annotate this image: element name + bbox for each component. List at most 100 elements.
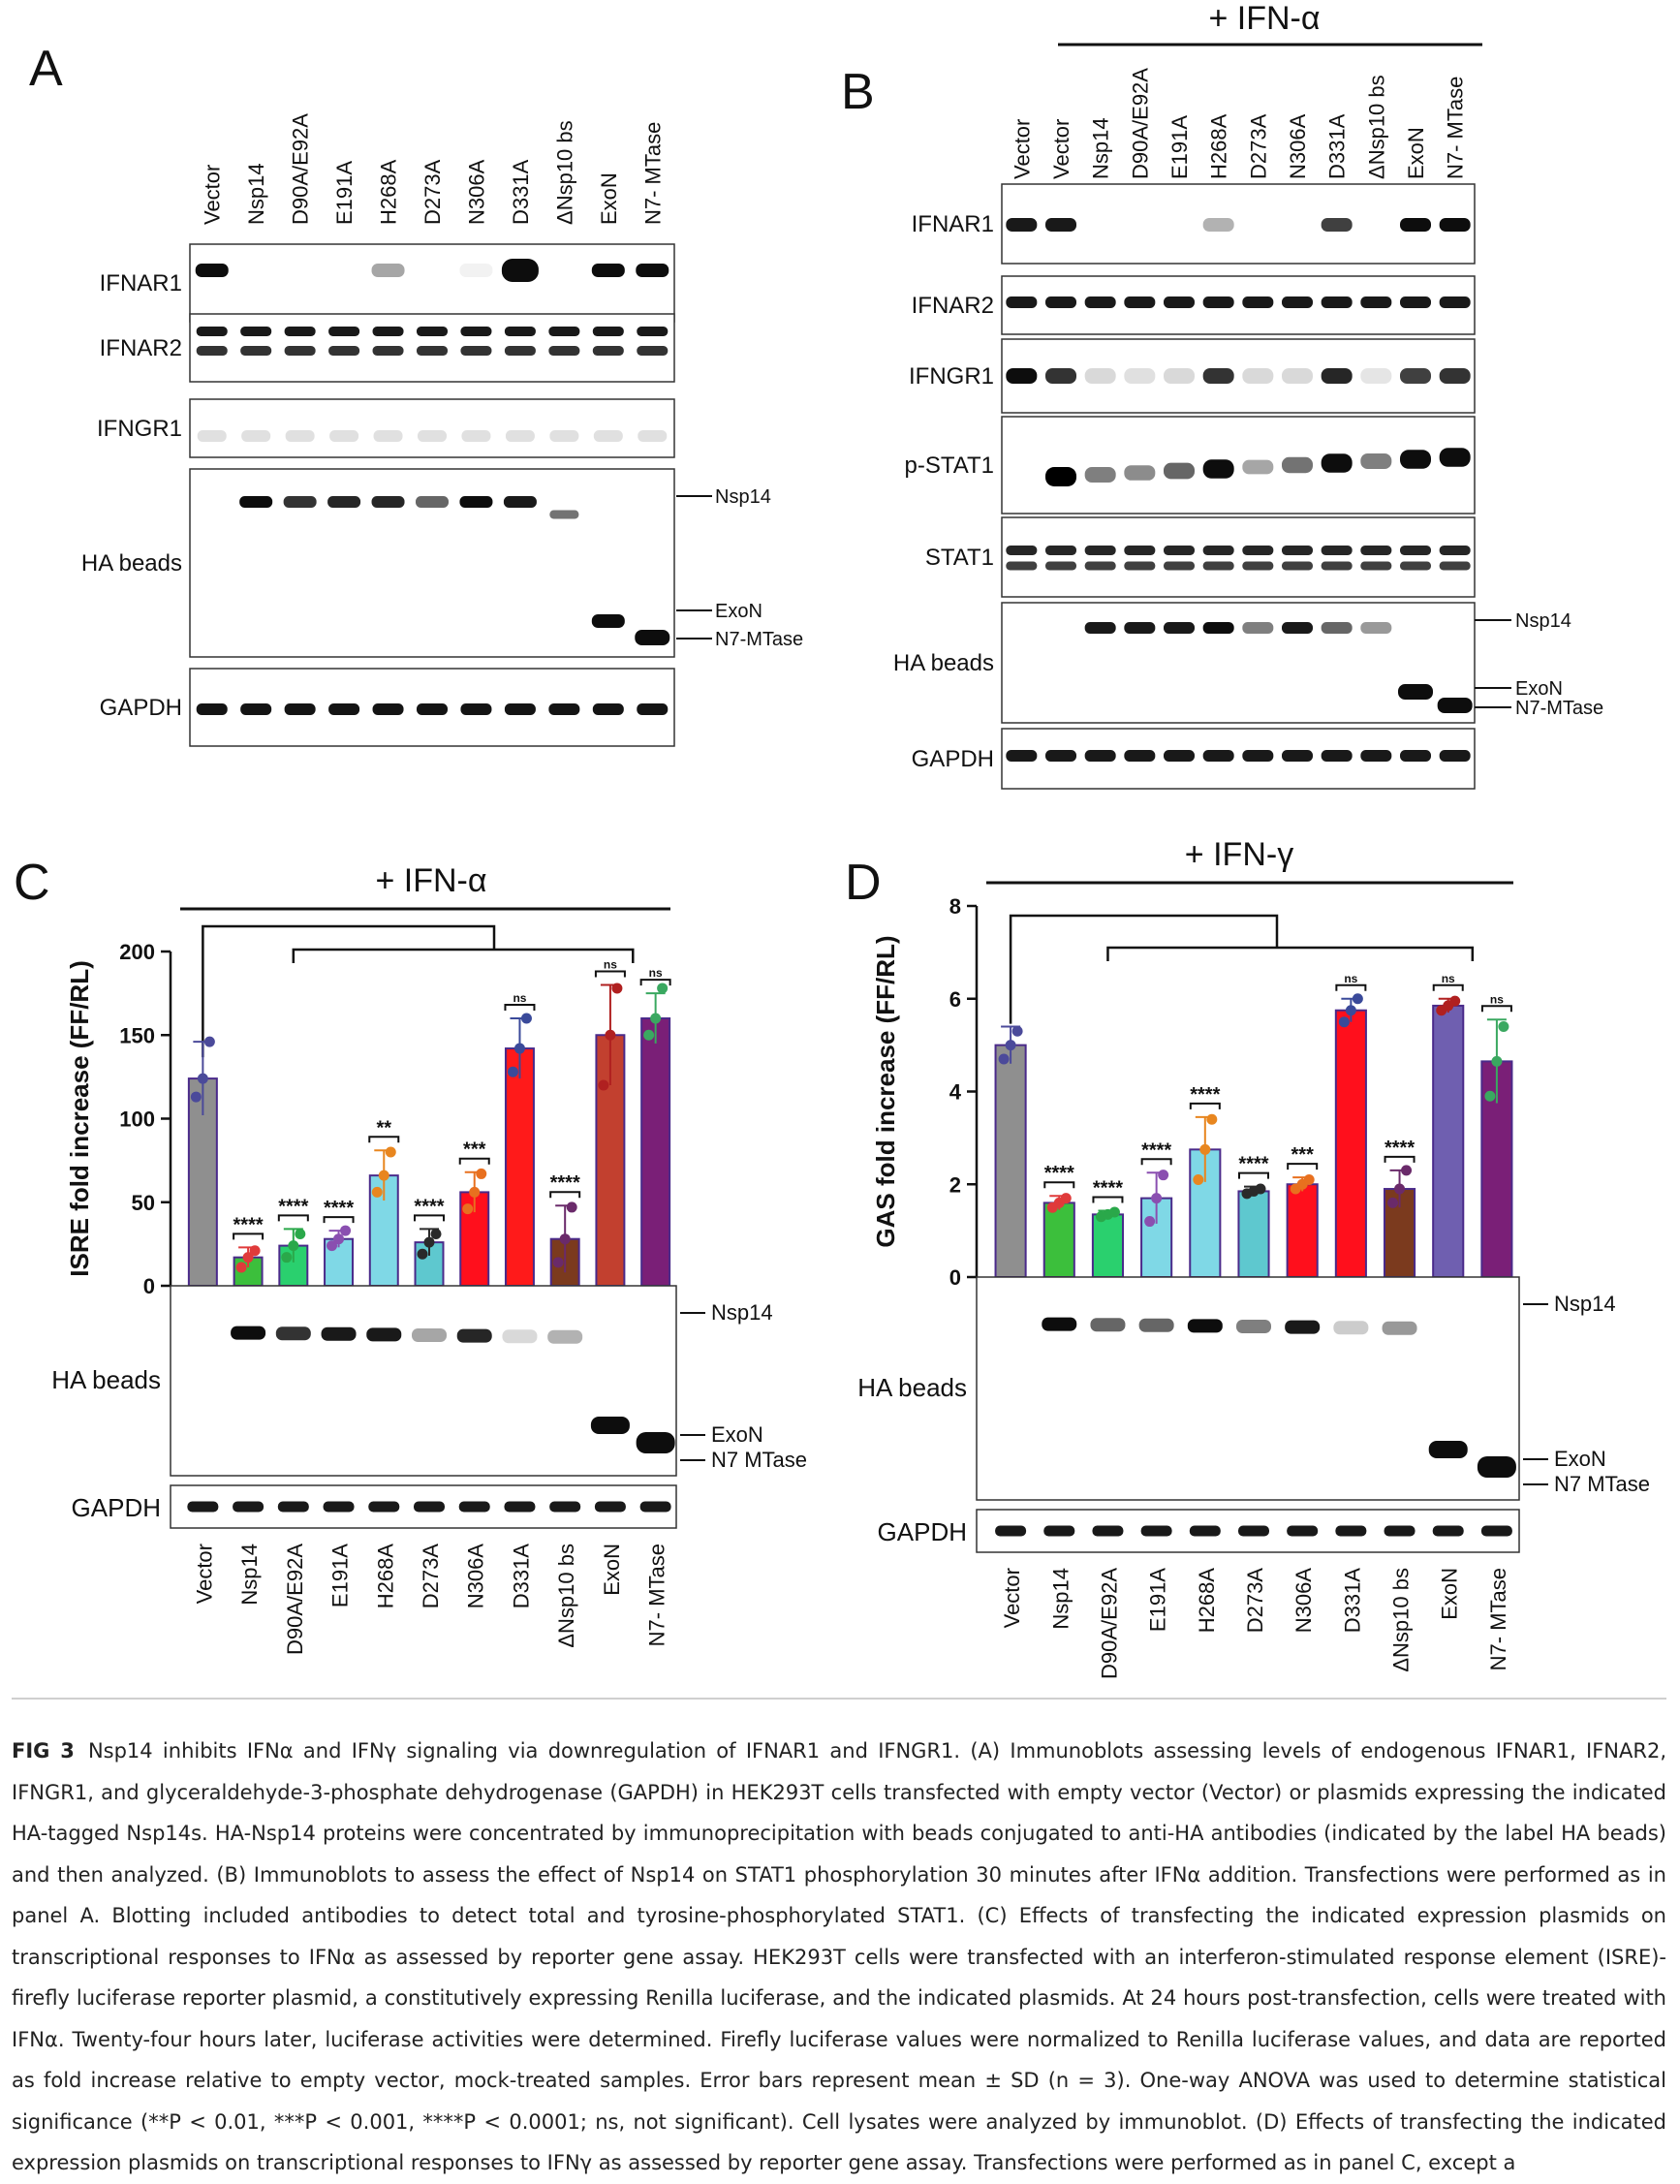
- panel-d-ha-nsp14-band: [1042, 1317, 1077, 1331]
- panel-a-ifnar2-band: [196, 346, 228, 356]
- panel-d-lane-label-8: ΔNsp10 bs: [1389, 1568, 1414, 1672]
- panel-d-y-tick-label: 6: [949, 987, 961, 1012]
- panel-a-ifnar2-band: [284, 346, 316, 356]
- panel-c-data-point-8-2: [566, 1201, 577, 1213]
- panel-c-gapdh-band: [458, 1501, 490, 1513]
- panel-b-ifnar2-band: [1045, 296, 1076, 308]
- panel-c-lane-label-9: ExoN: [600, 1544, 624, 1596]
- panel-b-blot-ifngr1: [1001, 338, 1476, 414]
- panel-b-gapdh-band: [1282, 750, 1313, 762]
- panel-b-lane-label-3: D90A/E92A: [1128, 68, 1152, 179]
- panel-c-data-point-2-2: [295, 1229, 306, 1240]
- panel-a-gapdh-band: [372, 703, 404, 715]
- panel-b-ifnar2-band: [1321, 296, 1353, 308]
- caption-label: FIG 3: [12, 1739, 75, 1763]
- panel-a-ifngr1-band: [505, 430, 535, 442]
- panel-a-ifngr1-band: [329, 430, 359, 442]
- panel-c-band-label-1: ExoN: [711, 1422, 763, 1447]
- panel-b-ha-n7-band: [1437, 698, 1473, 713]
- panel-c-lane-label-6: N306A: [464, 1544, 488, 1609]
- panel-a-blot-label-4: GAPDH: [100, 695, 182, 721]
- panel-b-treatment: + IFN-α: [1208, 0, 1320, 37]
- panel-b-ifnar2-band: [1400, 296, 1431, 308]
- panel-d-sig-bracket-6: [1287, 1163, 1319, 1170]
- panel-c-blot-label-1: GAPDH: [72, 1493, 161, 1522]
- panel-c-treatment: + IFN-α: [375, 862, 486, 899]
- panel-c-data-point-10-0: [643, 1029, 655, 1041]
- panel-d-lane-label-5: D273A: [1243, 1568, 1267, 1634]
- panel-c-y-tick-label: 50: [132, 1191, 155, 1215]
- panel-a-ifnar2-band: [592, 327, 624, 336]
- panel-c-gapdh-band: [504, 1501, 536, 1513]
- panel-a-band-label-2: N7-MTase: [715, 629, 803, 650]
- panel-c-sig-label-6: ***: [463, 1139, 486, 1161]
- panel-c-data-point-0-1: [197, 1073, 208, 1084]
- panel-c-data-point-9-0: [598, 1079, 609, 1091]
- panel-d-lane-label-7: D331A: [1340, 1568, 1364, 1634]
- panel-c-lane-label-10: N7- MTase: [645, 1544, 669, 1646]
- panel-c-sig-label-8: ****: [550, 1172, 580, 1194]
- panel-d-data-point-0-1: [1005, 1040, 1016, 1051]
- panel-c-sig-label-1: ****: [233, 1214, 264, 1235]
- panel-a-blot-ifngr1: [189, 398, 675, 458]
- panel-b-lane-label-5: H268A: [1207, 113, 1231, 179]
- panel-a-ifnar1-band: [371, 264, 405, 277]
- panel-b-stat1-band: [1164, 546, 1195, 555]
- panel-c-data-point-6-0: [462, 1203, 474, 1215]
- panel-b-stat1-band: [1006, 561, 1038, 571]
- panel-c-gapdh-band: [187, 1501, 219, 1513]
- panel-b-lane-label-6: D273A: [1246, 113, 1270, 179]
- panel-a-blot-label-1: IFNAR2: [100, 335, 182, 361]
- panel-d-data-point-3-0: [1144, 1216, 1156, 1228]
- panel-b-ha-nsp14-band: [1202, 622, 1234, 634]
- panel-b-ifnar1-band: [1045, 218, 1076, 232]
- panel-c-data-point-3-1: [333, 1233, 345, 1245]
- panel-c-gapdh-band: [414, 1501, 445, 1513]
- panel-d-sig-bracket-8: [1384, 1155, 1416, 1163]
- panel-b-ifnar2-band: [1242, 296, 1274, 308]
- panel-a-ha-nsp14-band: [459, 496, 493, 508]
- panel-a-gapdh-band: [240, 703, 272, 715]
- panel-d-lane-label-4: H268A: [1195, 1568, 1219, 1634]
- panel-a-lane-label-3: E191A: [332, 161, 357, 225]
- panel-d-band-label-1: ExoN: [1554, 1447, 1606, 1471]
- panel-b-gapdh-band: [1006, 750, 1038, 762]
- panel-d-sig-label-4: ****: [1190, 1084, 1220, 1106]
- panel-d-data-point-10-2: [1498, 1020, 1509, 1032]
- panel-d-y-axis-label: GAS fold increase (FF/RL): [871, 935, 900, 1247]
- panel-d-data-point-4-1: [1199, 1143, 1211, 1155]
- panel-b-pstat1-band: [1242, 459, 1274, 475]
- panel-b-gapdh-band: [1084, 750, 1116, 762]
- panel-c-data-point-10-2: [657, 983, 669, 994]
- panel-d-bar-6: [1286, 1183, 1319, 1278]
- panel-c-ha-nsp14-band: [231, 1326, 266, 1340]
- panel-b-gapdh-band: [1124, 750, 1156, 762]
- panel-a-ifnar2-band: [284, 327, 316, 336]
- panel-b-ifngr1-band: [1124, 368, 1156, 384]
- panel-c-lane-label-0: Vector: [192, 1544, 216, 1604]
- panel-b-lane-label-1: Vector: [1049, 119, 1073, 179]
- panel-d-sig-label-6: ***: [1291, 1144, 1315, 1166]
- panel-c-gapdh-band: [639, 1501, 671, 1513]
- panel-d-y-tick-label: 4: [949, 1080, 962, 1105]
- panel-d-bar-5: [1237, 1190, 1270, 1279]
- panel-c-sig-bracket-7: [504, 1004, 536, 1011]
- panel-a-band-label-1: ExoN: [715, 601, 762, 622]
- panel-d-bar-0: [994, 1044, 1027, 1278]
- panel-d-data-point-8-1: [1394, 1183, 1406, 1195]
- panel-a-lane-label-8: ΔNsp10 bs: [552, 120, 576, 225]
- panel-b-stat1-band: [1164, 561, 1195, 571]
- panel-c-comparison-bracket-2: [292, 948, 635, 963]
- panel-d-sig-bracket-3: [1140, 1158, 1172, 1166]
- panel-d-data-point-7-2: [1352, 993, 1363, 1005]
- panel-b-pstat1-band: [1360, 453, 1392, 469]
- panel-d-comparison-bracket-2: [1106, 946, 1475, 961]
- panel-c-ha-exon-band: [590, 1417, 630, 1434]
- panel-b-stat1-band: [1400, 561, 1431, 571]
- panel-a-ifnar2-band: [196, 327, 228, 336]
- panel-d-sig-bracket-4: [1189, 1102, 1221, 1109]
- panel-d-data-point-5-2: [1255, 1183, 1266, 1195]
- panel-d-data-point-7-1: [1345, 1005, 1356, 1016]
- panel-c-data-point-7-0: [507, 1066, 518, 1077]
- panel-a-ifngr1-band: [241, 430, 271, 442]
